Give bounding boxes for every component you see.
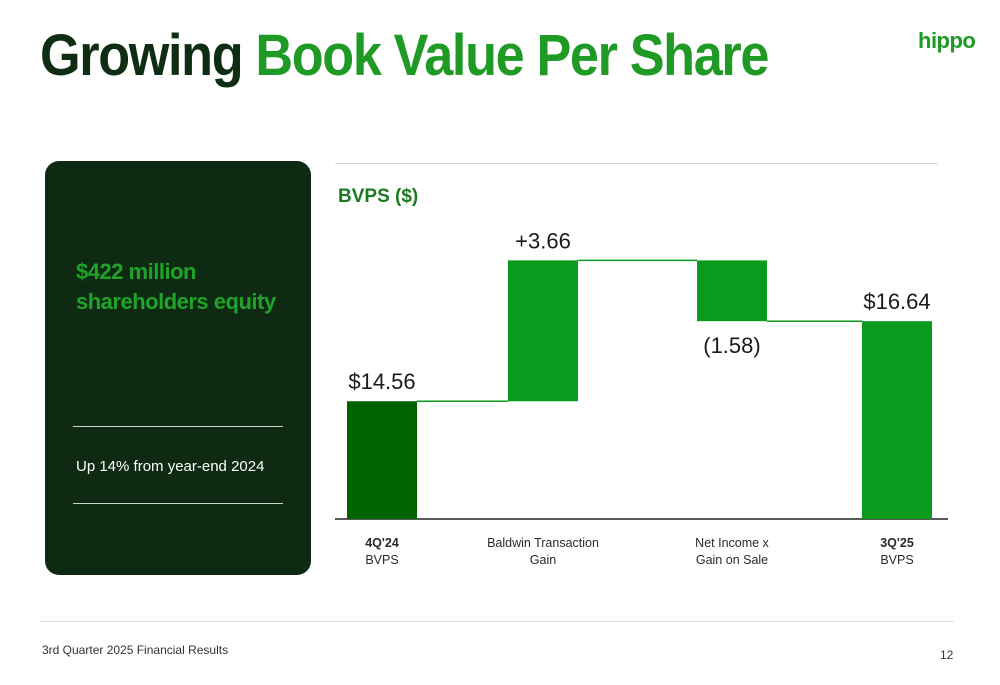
page-title-part1: Growing [40,23,244,88]
card-divider-bottom [73,503,283,504]
page-number: 12 [940,648,954,662]
category-label-2-line1: Net Income x [695,536,769,550]
bar-3 [862,321,932,519]
equity-note: Up 14% from year-end 2024 [76,458,265,475]
category-label-0-line2: BVPS [365,553,398,567]
category-label-3-line1: 3Q'25 [880,536,914,550]
equity-headline: $422 million shareholders equity [76,259,276,314]
footer-rule [40,621,954,622]
value-label-3: $16.64 [863,289,930,314]
bar-0 [347,401,417,519]
page-title-part2: Book Value Per Share [255,23,769,88]
bar-1 [508,260,578,402]
category-label-1-line2: Gain [530,553,556,567]
page-title: Growing Book Value Per Share [40,22,769,89]
hippo-logo: hippo [918,28,976,53]
value-label-2: (1.58) [703,333,760,358]
bar-2 [697,260,767,322]
value-label-0: $14.56 [348,369,415,394]
category-label-1-line1: Baldwin Transaction [487,536,599,550]
chart-top-rule [335,163,938,164]
card-divider-top [73,426,283,427]
category-label-3-line2: BVPS [880,553,913,567]
chart-title: BVPS ($) [338,186,419,207]
category-label-2-line2: Gain on Sale [696,553,768,567]
category-label-0-line1: 4Q'24 [365,536,399,550]
footer-report-name: 3rd Quarter 2025 Financial Results [42,643,229,657]
value-label-1: +3.66 [515,228,571,253]
equity-card: $422 million shareholders equity Up 14% … [45,161,311,575]
